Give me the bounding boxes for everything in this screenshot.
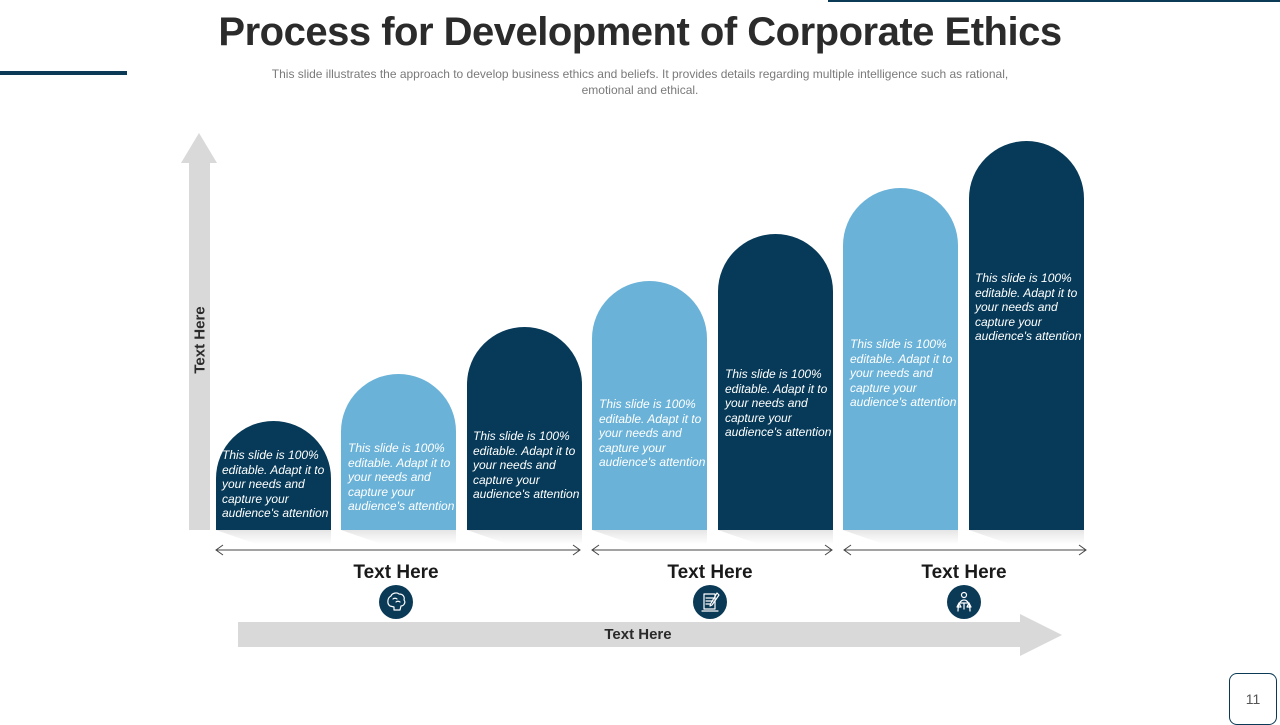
horizontal-arrow-head <box>1020 614 1062 656</box>
step-text-7: This slide is 100% editable. Adapt it to… <box>975 271 1082 343</box>
horizontal-arrow <box>238 622 1022 647</box>
brain-head-icon <box>379 585 413 619</box>
document-pen-icon <box>693 585 727 619</box>
step-shadow <box>718 530 833 544</box>
step-bar-4 <box>592 281 707 530</box>
horizontal-axis-label: Text Here <box>604 626 672 643</box>
step-text-6: This slide is 100% editable. Adapt it to… <box>850 337 957 409</box>
step-shadow <box>969 530 1084 544</box>
step-text-5: This slide is 100% editable. Adapt it to… <box>725 367 832 439</box>
step-shadow <box>592 530 707 544</box>
vertical-arrow <box>189 162 210 530</box>
step-bar-7 <box>969 141 1084 530</box>
slide-title: Process for Development of Corporate Eth… <box>218 10 1062 54</box>
group-span-arrow-2 <box>590 543 834 557</box>
step-text-3: This slide is 100% editable. Adapt it to… <box>473 429 580 501</box>
step-shadow <box>843 530 958 544</box>
group-title-1: Text Here <box>353 562 439 583</box>
step-bar-2 <box>341 374 456 530</box>
step-shadow <box>216 530 331 544</box>
top-accent-line <box>828 0 1280 2</box>
step-bar-5 <box>718 234 833 530</box>
step-shadow <box>341 530 456 544</box>
step-bar-3 <box>467 327 582 530</box>
step-text-4: This slide is 100% editable. Adapt it to… <box>599 397 706 469</box>
group-title-2: Text Here <box>667 562 753 583</box>
vertical-arrow-head <box>181 133 217 163</box>
step-text-1: This slide is 100% editable. Adapt it to… <box>222 448 329 520</box>
vertical-axis-label: Text Here <box>191 306 209 374</box>
step-bar-6 <box>843 188 958 530</box>
justice-scales-person-icon <box>947 585 981 619</box>
step-bar-1 <box>216 421 331 530</box>
step-text-2: This slide is 100% editable. Adapt it to… <box>348 441 455 513</box>
group-title-3: Text Here <box>921 562 1007 583</box>
group-span-arrow-1 <box>214 543 582 557</box>
step-shadow <box>467 530 582 544</box>
page-number: 11 <box>1229 673 1277 725</box>
group-span-arrow-3 <box>842 543 1088 557</box>
slide-subtitle: This slide illustrates the approach to d… <box>271 67 1009 97</box>
left-accent-line <box>0 71 127 75</box>
